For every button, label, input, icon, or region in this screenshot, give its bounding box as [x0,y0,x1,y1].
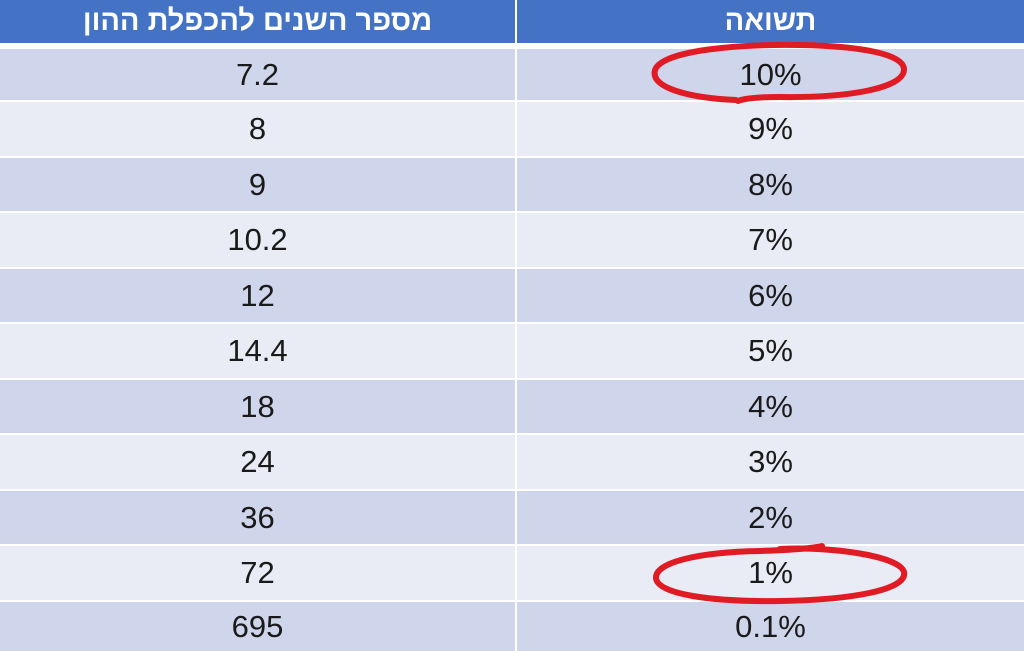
table-row: 36 2% [0,491,1024,546]
return-cell: 1% [515,546,1024,600]
table-row: 18 4% [0,380,1024,435]
years-cell: 7.2 [235,56,280,92]
return-cell: 4% [515,380,1024,433]
table-header-row: מספר השנים להכפלת ההון תשואה [0,0,1024,46]
years-cell: 14.4 [227,333,288,368]
return-cell: 8% [515,158,1024,211]
return-cell: 6% [515,269,1024,322]
table-row: 9 8% [0,158,1024,213]
return-cell: 10% [515,49,1024,100]
years-cell: 8 [248,111,267,146]
return-cell: 7% [515,213,1024,267]
table-row: 7.2 10% [0,49,1024,102]
table-row: 14.4 5% [0,324,1024,380]
table-row: 12 6% [0,269,1024,324]
years-cell: 72 [240,555,275,590]
years-cell: 9 [248,166,267,202]
years-cell: 10.2 [227,222,288,257]
return-cell: 3% [515,435,1024,489]
years-cell: 18 [240,388,275,424]
return-cell: 2% [515,491,1024,544]
return-cell: 9% [515,102,1024,156]
return-cell: 0.1% [515,602,1024,651]
return-cell: 5% [515,324,1024,378]
table-row: 10.2 7% [0,213,1024,269]
table-row: 24 3% [0,435,1024,491]
header-years-to-double: מספר השנים להכפלת ההון [82,5,433,37]
header-return: תשואה [515,0,1024,43]
table-row: 695 0.1% [0,602,1024,651]
years-cell: 24 [240,444,275,479]
table-row: 8 9% [0,102,1024,158]
years-cell: 36 [240,499,275,535]
years-cell: 12 [240,277,275,313]
years-cell: 695 [231,608,284,644]
table-row: 72 1% [0,546,1024,602]
